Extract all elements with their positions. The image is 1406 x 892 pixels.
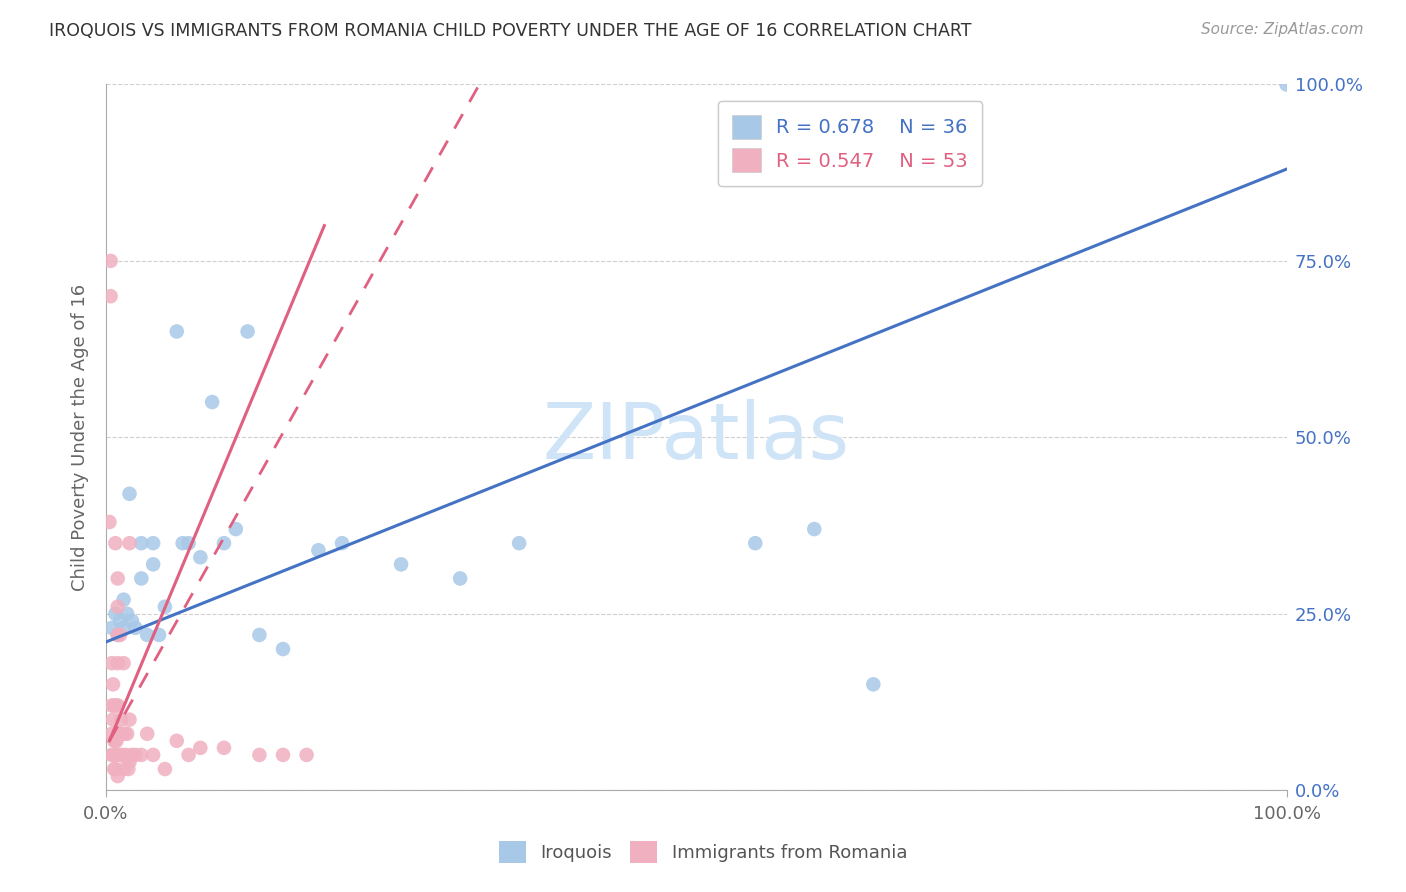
Point: [111, 747, 134, 762]
Point: [118, 713, 141, 727]
Point: [136, 628, 159, 642]
Point: [236, 325, 259, 339]
Point: [108, 614, 131, 628]
Point: [108, 628, 131, 642]
Text: Source: ZipAtlas.com: Source: ZipAtlas.com: [1201, 22, 1364, 37]
Point: [212, 740, 235, 755]
Point: [124, 747, 146, 762]
Point: [212, 536, 235, 550]
Point: [124, 621, 146, 635]
Point: [247, 747, 270, 762]
Point: [112, 621, 135, 635]
Point: [98, 515, 121, 529]
Point: [142, 747, 165, 762]
Point: [166, 733, 188, 747]
Point: [271, 747, 294, 762]
Point: [101, 656, 124, 670]
Point: [112, 656, 135, 670]
Point: [1275, 78, 1298, 92]
Point: [136, 727, 159, 741]
Point: [101, 677, 124, 691]
Point: [108, 747, 131, 762]
Text: ZIPatlas: ZIPatlas: [543, 400, 849, 475]
Point: [190, 550, 212, 565]
Point: [110, 713, 132, 727]
Point: [107, 628, 129, 642]
Point: [112, 762, 135, 776]
Point: [142, 536, 165, 550]
Y-axis label: Child Poverty Under the Age of 16: Child Poverty Under the Age of 16: [72, 284, 89, 591]
Point: [105, 733, 128, 747]
Point: [118, 755, 141, 769]
Point: [201, 395, 224, 409]
Point: [115, 727, 138, 741]
Point: [190, 740, 212, 755]
Point: [107, 698, 129, 713]
Point: [115, 747, 138, 762]
Point: [803, 522, 825, 536]
Legend: R = 0.678    N = 36, R = 0.547    N = 53: R = 0.678 N = 36, R = 0.547 N = 53: [718, 101, 981, 186]
Point: [104, 536, 127, 550]
Point: [177, 536, 200, 550]
Text: IROQUOIS VS IMMIGRANTS FROM ROMANIA CHILD POVERTY UNDER THE AGE OF 16 CORRELATIO: IROQUOIS VS IMMIGRANTS FROM ROMANIA CHIL…: [49, 22, 972, 40]
Point: [153, 762, 176, 776]
Point: [103, 762, 125, 776]
Point: [107, 747, 129, 762]
Point: [131, 536, 153, 550]
Point: [449, 572, 471, 586]
Point: [108, 727, 131, 741]
Point: [112, 592, 135, 607]
Point: [389, 558, 412, 572]
Point: [101, 621, 124, 635]
Point: [148, 628, 170, 642]
Point: [121, 614, 143, 628]
Point: [121, 747, 143, 762]
Point: [330, 536, 353, 550]
Point: [101, 713, 124, 727]
Point: [114, 727, 136, 741]
Point: [107, 599, 129, 614]
Point: [107, 628, 129, 642]
Point: [166, 325, 188, 339]
Point: [107, 572, 129, 586]
Point: [105, 698, 128, 713]
Point: [107, 727, 129, 741]
Point: [118, 487, 141, 501]
Point: [172, 536, 194, 550]
Point: [131, 747, 153, 762]
Point: [117, 762, 139, 776]
Point: [104, 733, 127, 747]
Point: [101, 747, 124, 762]
Point: [142, 558, 165, 572]
Point: [307, 543, 329, 558]
Point: [101, 698, 124, 713]
Point: [107, 656, 129, 670]
Point: [104, 762, 127, 776]
Point: [107, 769, 129, 783]
Point: [115, 607, 138, 621]
Point: [508, 536, 530, 550]
Point: [153, 599, 176, 614]
Point: [118, 536, 141, 550]
Point: [100, 289, 122, 303]
Point: [103, 698, 125, 713]
Point: [295, 747, 318, 762]
Point: [271, 642, 294, 657]
Point: [131, 572, 153, 586]
Point: [225, 522, 247, 536]
Point: [177, 747, 200, 762]
Point: [101, 727, 124, 741]
Point: [862, 677, 884, 691]
Point: [101, 747, 124, 762]
Point: [103, 733, 125, 747]
Legend: Iroquois, Immigrants from Romania: Iroquois, Immigrants from Romania: [488, 830, 918, 874]
Point: [100, 253, 122, 268]
Point: [247, 628, 270, 642]
Point: [104, 607, 127, 621]
Point: [744, 536, 766, 550]
